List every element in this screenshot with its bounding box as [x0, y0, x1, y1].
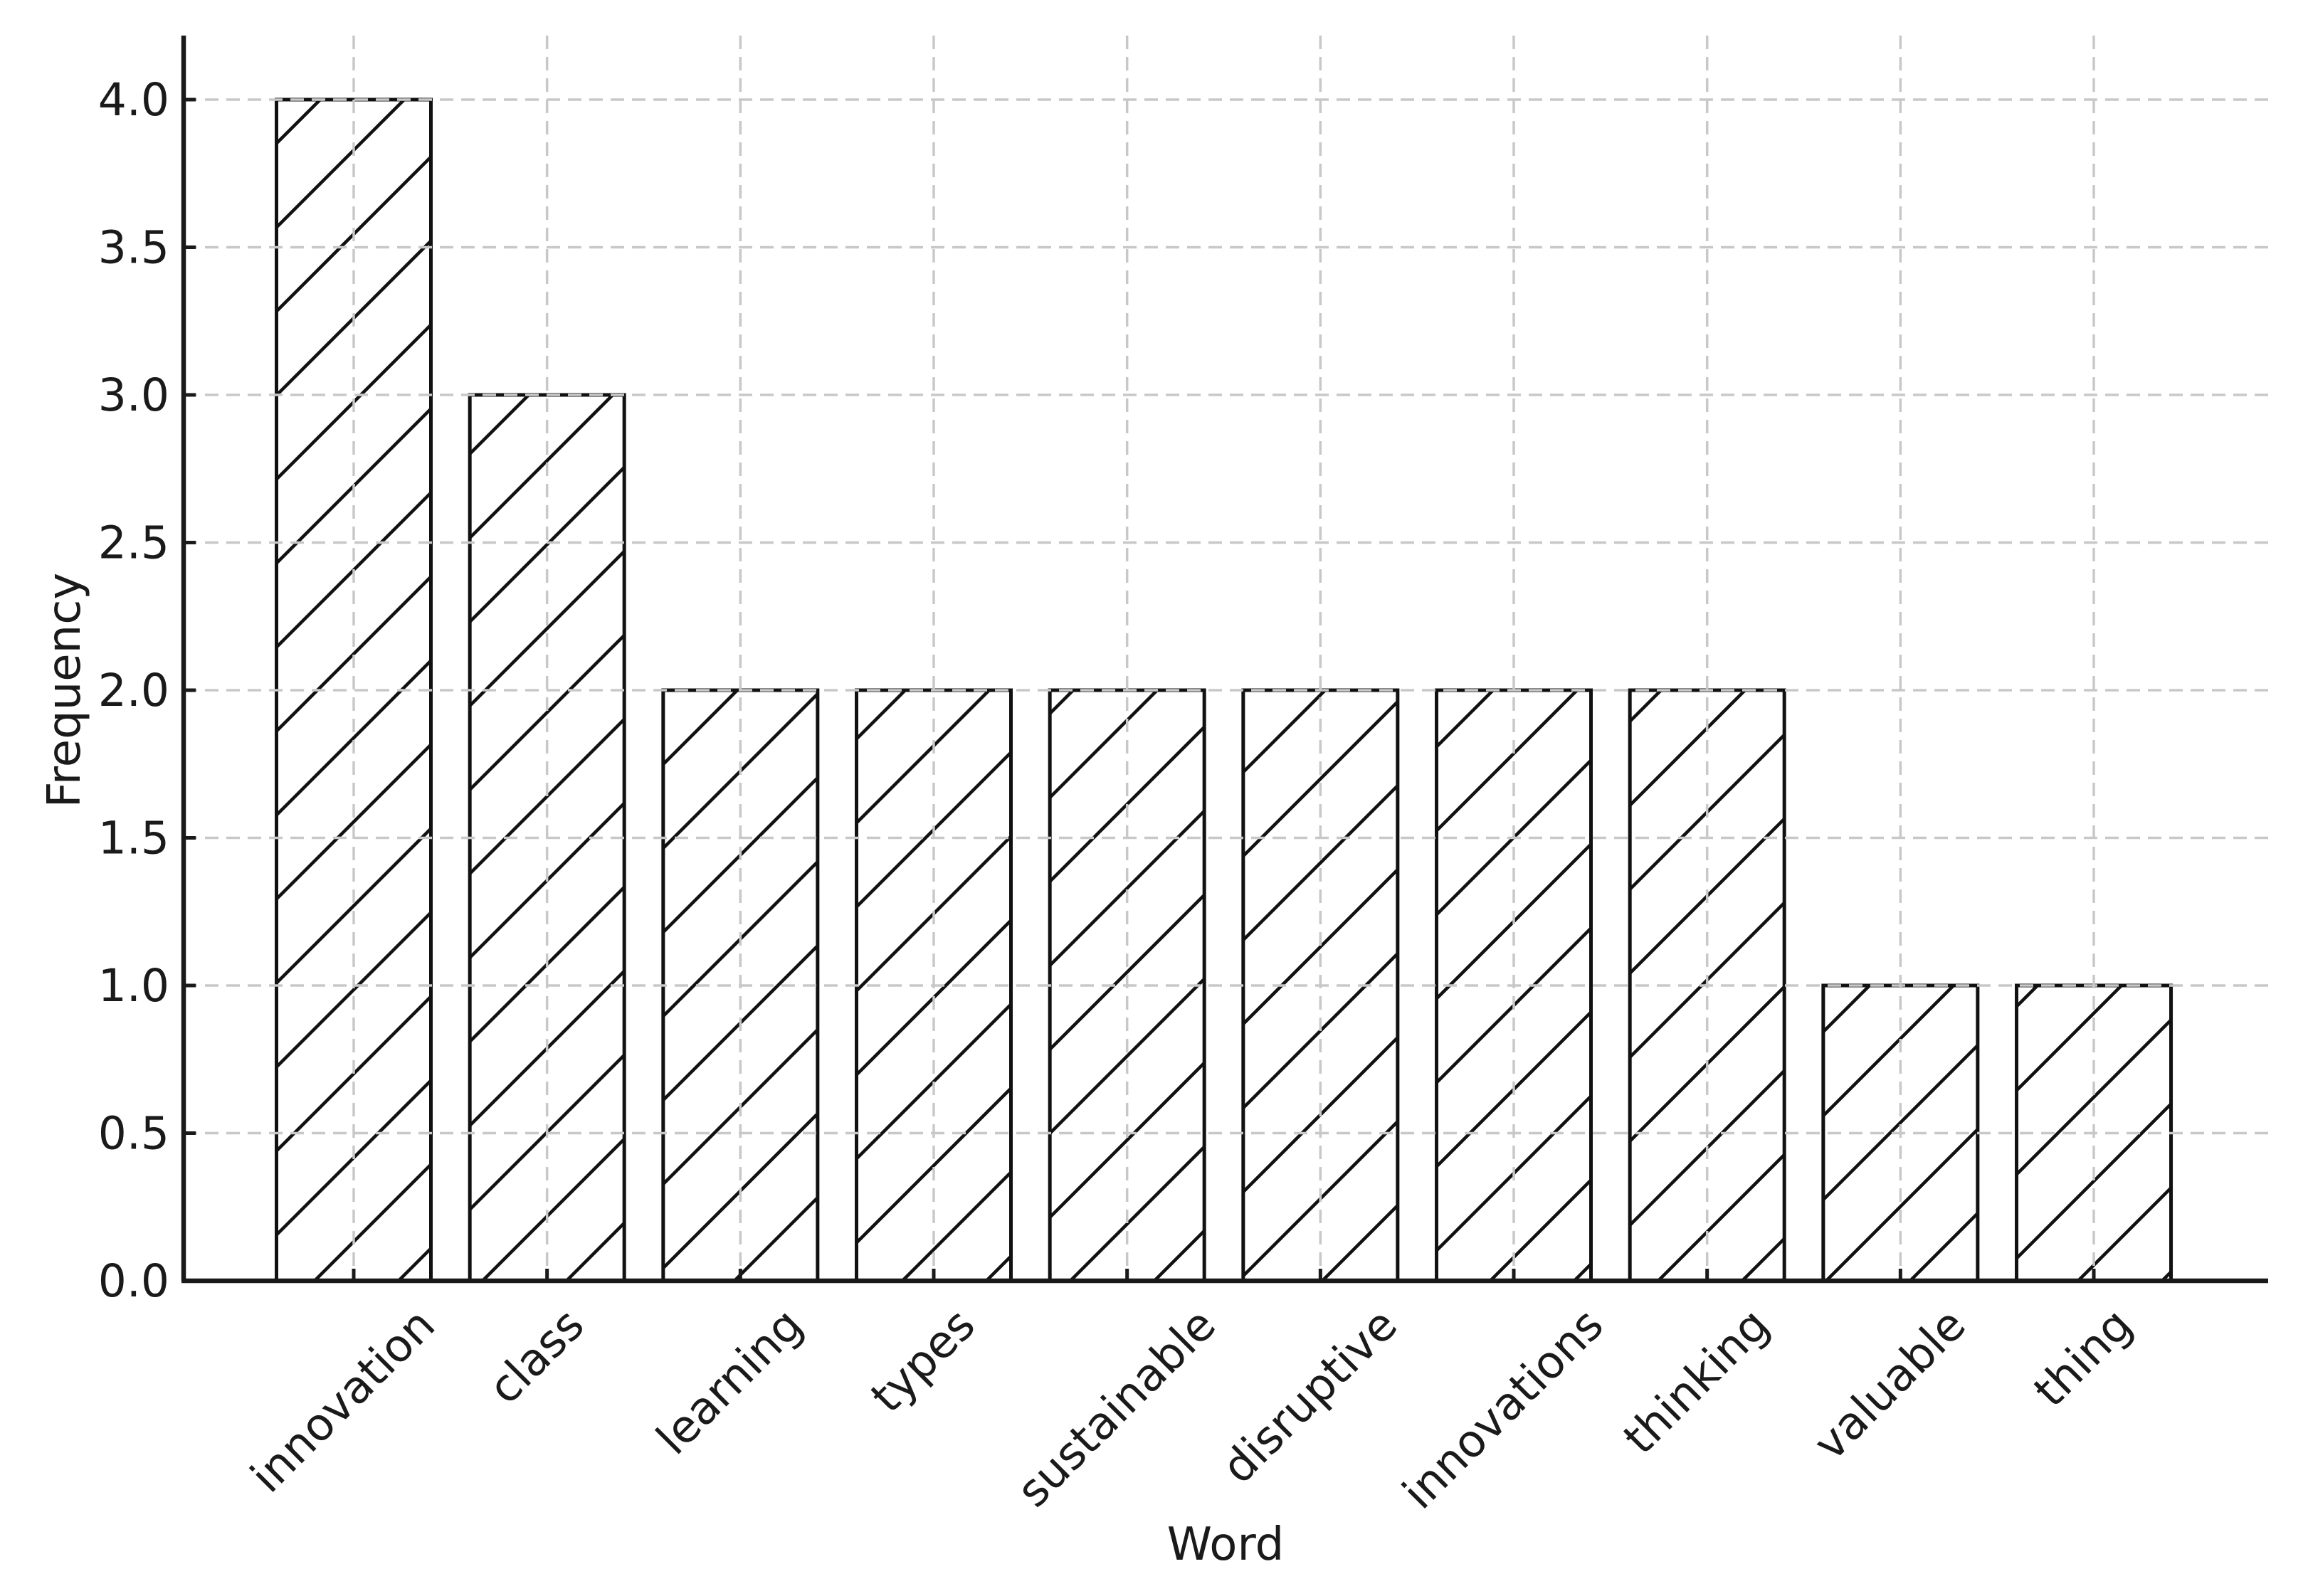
y-tick-label: 3.5 [98, 222, 169, 274]
y-tick-label: 0.0 [98, 1255, 169, 1307]
spines-group [181, 36, 2268, 1284]
y-tick-label: 2.5 [98, 517, 169, 569]
y-tick-label: 1.0 [98, 960, 169, 1012]
ticks-group [184, 97, 2096, 1283]
y-tick-label: 0.5 [98, 1108, 169, 1160]
y-tick-label: 2.0 [98, 665, 169, 717]
y-axis-label: Frequency [38, 573, 91, 808]
y-tick-label: 1.5 [98, 813, 169, 865]
y-tick-label: 3.0 [98, 369, 169, 421]
grid-group [184, 36, 2268, 1281]
x-axis-label: Word [1167, 1518, 1285, 1571]
y-tick-label: 4.0 [98, 74, 169, 126]
